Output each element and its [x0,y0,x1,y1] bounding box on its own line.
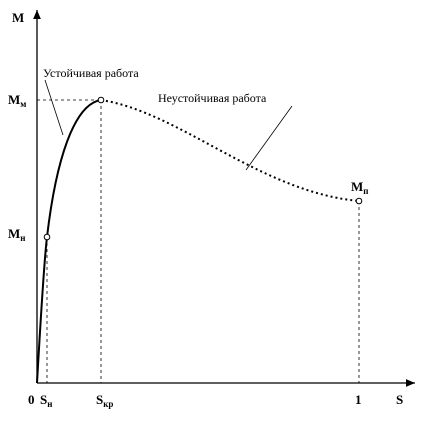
x-tick: 1 [355,392,362,407]
unstable-curve [100,99,360,202]
y-tick: Mн [8,226,25,243]
text: н [20,233,25,243]
leader [245,105,293,171]
text: S [40,392,47,407]
guides [37,99,360,383]
y-tick: Mм [8,92,26,109]
text: кр [103,399,113,409]
leader [44,79,64,136]
text: н [47,399,52,409]
annotation: Неустойчивая работа [158,91,267,105]
text: M [8,92,20,107]
text: 1 [355,392,362,407]
text: M [351,179,363,194]
text: м [20,99,26,109]
origin: 0 [28,392,35,407]
text: п [363,186,368,196]
x-tick: Sкр [96,392,113,409]
x-tick: Sн [40,392,52,409]
x-label: S [396,392,403,407]
annotation: Устойчивая работа [43,66,139,80]
point-label: Mп [351,179,368,196]
text: S [96,392,103,407]
y-label: M [12,10,24,25]
text: M [8,226,20,241]
points [43,96,363,241]
